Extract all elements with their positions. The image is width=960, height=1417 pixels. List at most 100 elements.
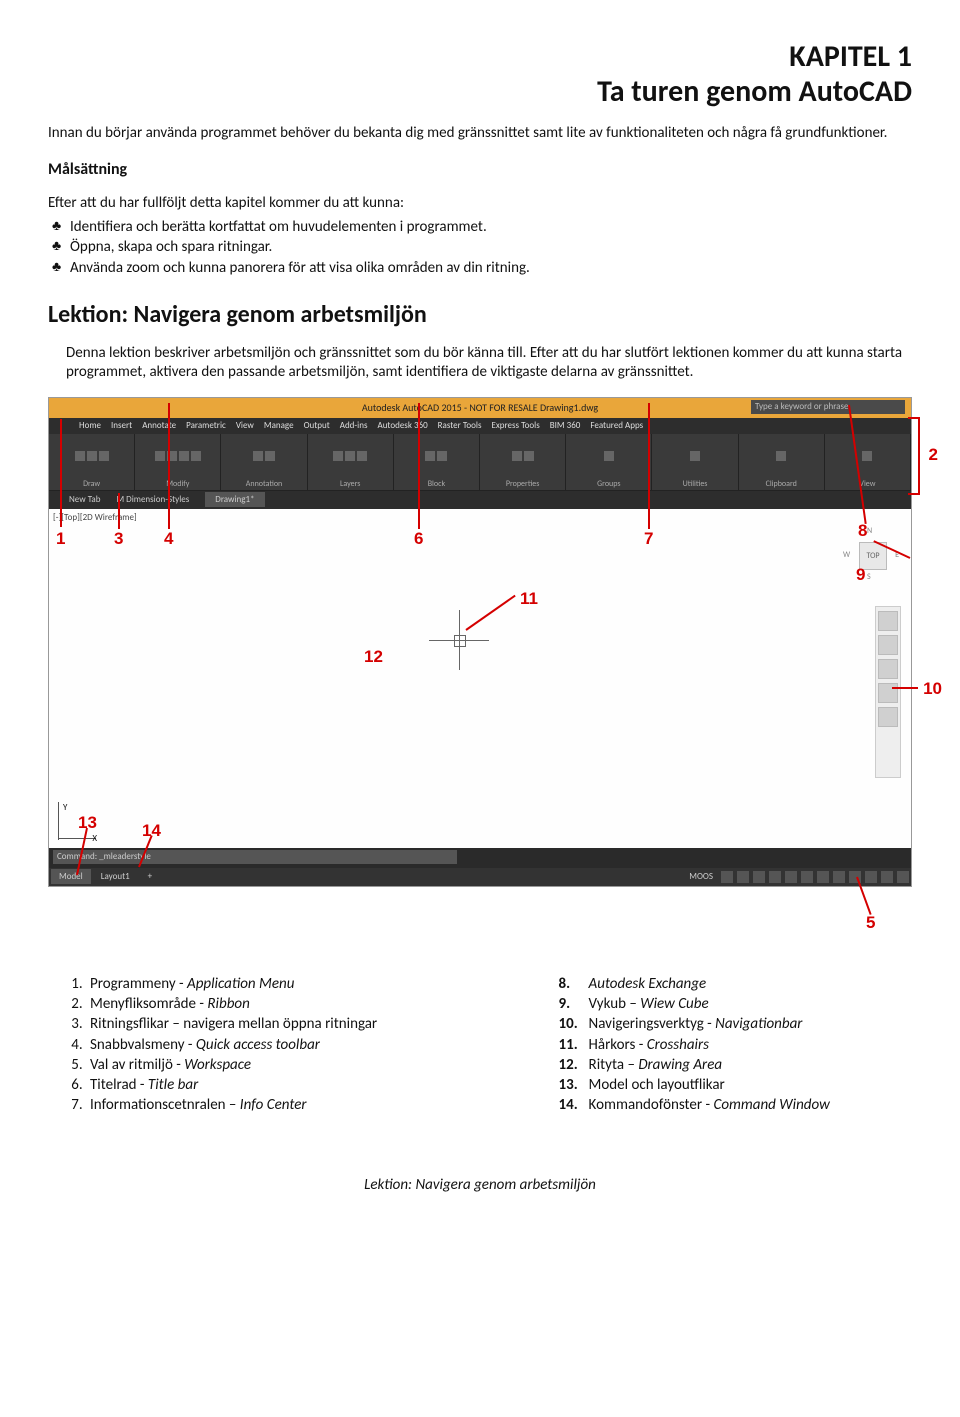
annotation-line xyxy=(60,419,62,527)
file-tab[interactable]: M Dimension-Styles xyxy=(116,494,189,505)
legend-item: 9.Vykub – Wiew Cube xyxy=(555,994,912,1014)
model-tab[interactable]: Model xyxy=(51,869,91,884)
ribbon-tab[interactable]: Insert xyxy=(111,420,132,431)
ribbon-tab[interactable]: BIM 360 xyxy=(550,420,581,431)
nav-orbit-icon[interactable] xyxy=(878,683,898,703)
file-tab-active[interactable]: Drawing1* xyxy=(205,492,264,507)
nav-pan-icon[interactable] xyxy=(878,635,898,655)
ribbon-tab[interactable]: Express Tools xyxy=(492,420,540,431)
legend: Programmeny - Application Menu Menyfliks… xyxy=(48,974,912,1116)
panel-label: View xyxy=(859,479,875,489)
status-icon[interactable] xyxy=(721,871,733,883)
crosshair-pickbox xyxy=(454,635,466,647)
autocad-screenshot: Autodesk AutoCAD 2015 - NOT FOR RESALE D… xyxy=(48,397,912,934)
ribbon-tab[interactable]: Raster Tools xyxy=(438,420,482,431)
ribbon-tab[interactable]: Manage xyxy=(264,420,294,431)
legend-item: 14.Kommandofönster - Command Window xyxy=(555,1095,912,1115)
nav-wheel-icon[interactable] xyxy=(878,611,898,631)
legend-item: 13.Model och layoutflikar xyxy=(555,1075,912,1095)
ribbon-panel: Groups xyxy=(566,434,652,490)
ribbon-panels: Draw Modify Annotation Layers Block Prop… xyxy=(49,434,911,491)
viewport-label[interactable]: [-][Top][2D Wireframe] xyxy=(53,512,137,523)
status-icon[interactable] xyxy=(881,871,893,883)
annotation-label: 11 xyxy=(520,589,538,609)
legend-item: Titelrad - Title bar xyxy=(86,1075,515,1095)
status-text: MOOS xyxy=(689,871,713,882)
legend-item: 11.Hårkors - Crosshairs xyxy=(555,1035,912,1055)
annotation-label: 12 xyxy=(364,647,383,667)
page-footer: Lektion: Navigera genom arbetsmiljön xyxy=(48,1176,912,1194)
annotation-bracket xyxy=(908,417,920,495)
ribbon-panel: Utilities xyxy=(652,434,738,490)
legend-item: Ritningsflikar – navigera mellan öppna r… xyxy=(86,1014,515,1034)
annotation-label: 2 xyxy=(929,445,938,465)
drawing-area[interactable]: [-][Top][2D Wireframe] YX N E W S TOP xyxy=(49,510,911,848)
goal-item: Använda zoom och kunna panorera för att … xyxy=(48,258,912,278)
panel-label: Annotation xyxy=(246,479,282,489)
layout-add-icon[interactable]: + xyxy=(140,869,160,884)
ribbon-panel: Layers xyxy=(308,434,394,490)
status-icon[interactable] xyxy=(865,871,877,883)
legend-item: Snabbvalsmeny - Quick access toolbar xyxy=(86,1035,515,1055)
panel-label: Block xyxy=(428,479,445,489)
status-icon[interactable] xyxy=(753,871,765,883)
nav-showmotion-icon[interactable] xyxy=(878,707,898,727)
annotation-line xyxy=(648,403,650,529)
annotation-label: 5 xyxy=(866,913,875,933)
file-tab[interactable]: New Tab xyxy=(69,494,100,505)
legend-item: 12.Rityta – Drawing Area xyxy=(555,1055,912,1075)
ribbon-tab[interactable]: View xyxy=(236,420,254,431)
annotation-label: 4 xyxy=(164,529,173,549)
ribbon-tab[interactable]: Add-ins xyxy=(340,420,368,431)
panel-label: Utilities xyxy=(683,479,708,489)
legend-list-right: 8.Autodesk Exchange 9.Vykub – Wiew Cube … xyxy=(555,974,912,1116)
annotation-line xyxy=(418,403,420,529)
ribbon-panel: Clipboard xyxy=(739,434,825,490)
nav-zoom-icon[interactable] xyxy=(878,659,898,679)
annotation-label: 14 xyxy=(142,821,161,841)
lesson-heading: Lektion: Navigera genom arbetsmiljön xyxy=(48,300,912,329)
title-bar: Autodesk AutoCAD 2015 - NOT FOR RESALE D… xyxy=(49,398,911,418)
ribbon-tab[interactable]: Featured Apps xyxy=(590,420,643,431)
ribbon-tabs: Home Insert Annotate Parametric View Man… xyxy=(49,418,911,434)
navigation-bar[interactable] xyxy=(875,606,901,778)
goals-intro: Efter att du har fullföljt detta kapitel… xyxy=(48,194,912,214)
ribbon-tab[interactable]: Parametric xyxy=(186,420,226,431)
ribbon-tab[interactable]: Output xyxy=(304,420,330,431)
ribbon-tab[interactable]: Annotate xyxy=(142,420,176,431)
status-icon[interactable] xyxy=(737,871,749,883)
legend-item: Val av ritmiljö - Workspace xyxy=(86,1055,515,1075)
ribbon: Home Insert Annotate Parametric View Man… xyxy=(49,418,911,491)
command-input[interactable]: Command: _mleaderstyle xyxy=(53,850,457,864)
ribbon-panel: Properties xyxy=(480,434,566,490)
ribbon-panel: Annotation xyxy=(221,434,307,490)
goals-list: Identifiera och berätta kortfattat om hu… xyxy=(48,217,912,278)
annotation-label: 3 xyxy=(114,529,123,549)
app-window: Autodesk AutoCAD 2015 - NOT FOR RESALE D… xyxy=(48,397,912,887)
view-cube[interactable]: N E W S TOP xyxy=(845,528,897,580)
status-icon[interactable] xyxy=(833,871,845,883)
status-icon[interactable] xyxy=(785,871,797,883)
status-bar: Model Layout1 + MOOS xyxy=(49,868,911,886)
ribbon-panel: Modify xyxy=(135,434,221,490)
annotation-label: 6 xyxy=(414,529,423,549)
legend-list-left: Programmeny - Application Menu Menyfliks… xyxy=(48,974,515,1116)
annotation-label: 10 xyxy=(923,679,942,699)
status-icon[interactable] xyxy=(801,871,813,883)
lesson-body: Denna lektion beskriver arbetsmiljön och… xyxy=(66,344,912,383)
chapter-heading: KAPITEL 1 Ta turen genom AutoCAD xyxy=(48,40,912,109)
goal-item: Öppna, skapa och spara ritningar. xyxy=(48,237,912,257)
status-icon[interactable] xyxy=(817,871,829,883)
command-line[interactable]: Command: _mleaderstyle xyxy=(49,848,911,868)
info-center-search[interactable]: Type a keyword or phrase xyxy=(751,400,905,414)
intro-paragraph: Innan du börjar använda programmet behöv… xyxy=(48,124,912,144)
ribbon-tab[interactable]: Autodesk 360 xyxy=(377,420,427,431)
title-text: Autodesk AutoCAD 2015 - NOT FOR RESALE D… xyxy=(362,401,598,414)
annotation-label: 13 xyxy=(78,813,97,833)
annotation-label: 9 xyxy=(856,565,865,585)
status-icon[interactable] xyxy=(897,871,909,883)
ribbon-panel: View xyxy=(825,434,911,490)
status-icon[interactable] xyxy=(769,871,781,883)
layout-tab[interactable]: Layout1 xyxy=(93,869,138,884)
ribbon-tab[interactable]: Home xyxy=(79,420,101,431)
